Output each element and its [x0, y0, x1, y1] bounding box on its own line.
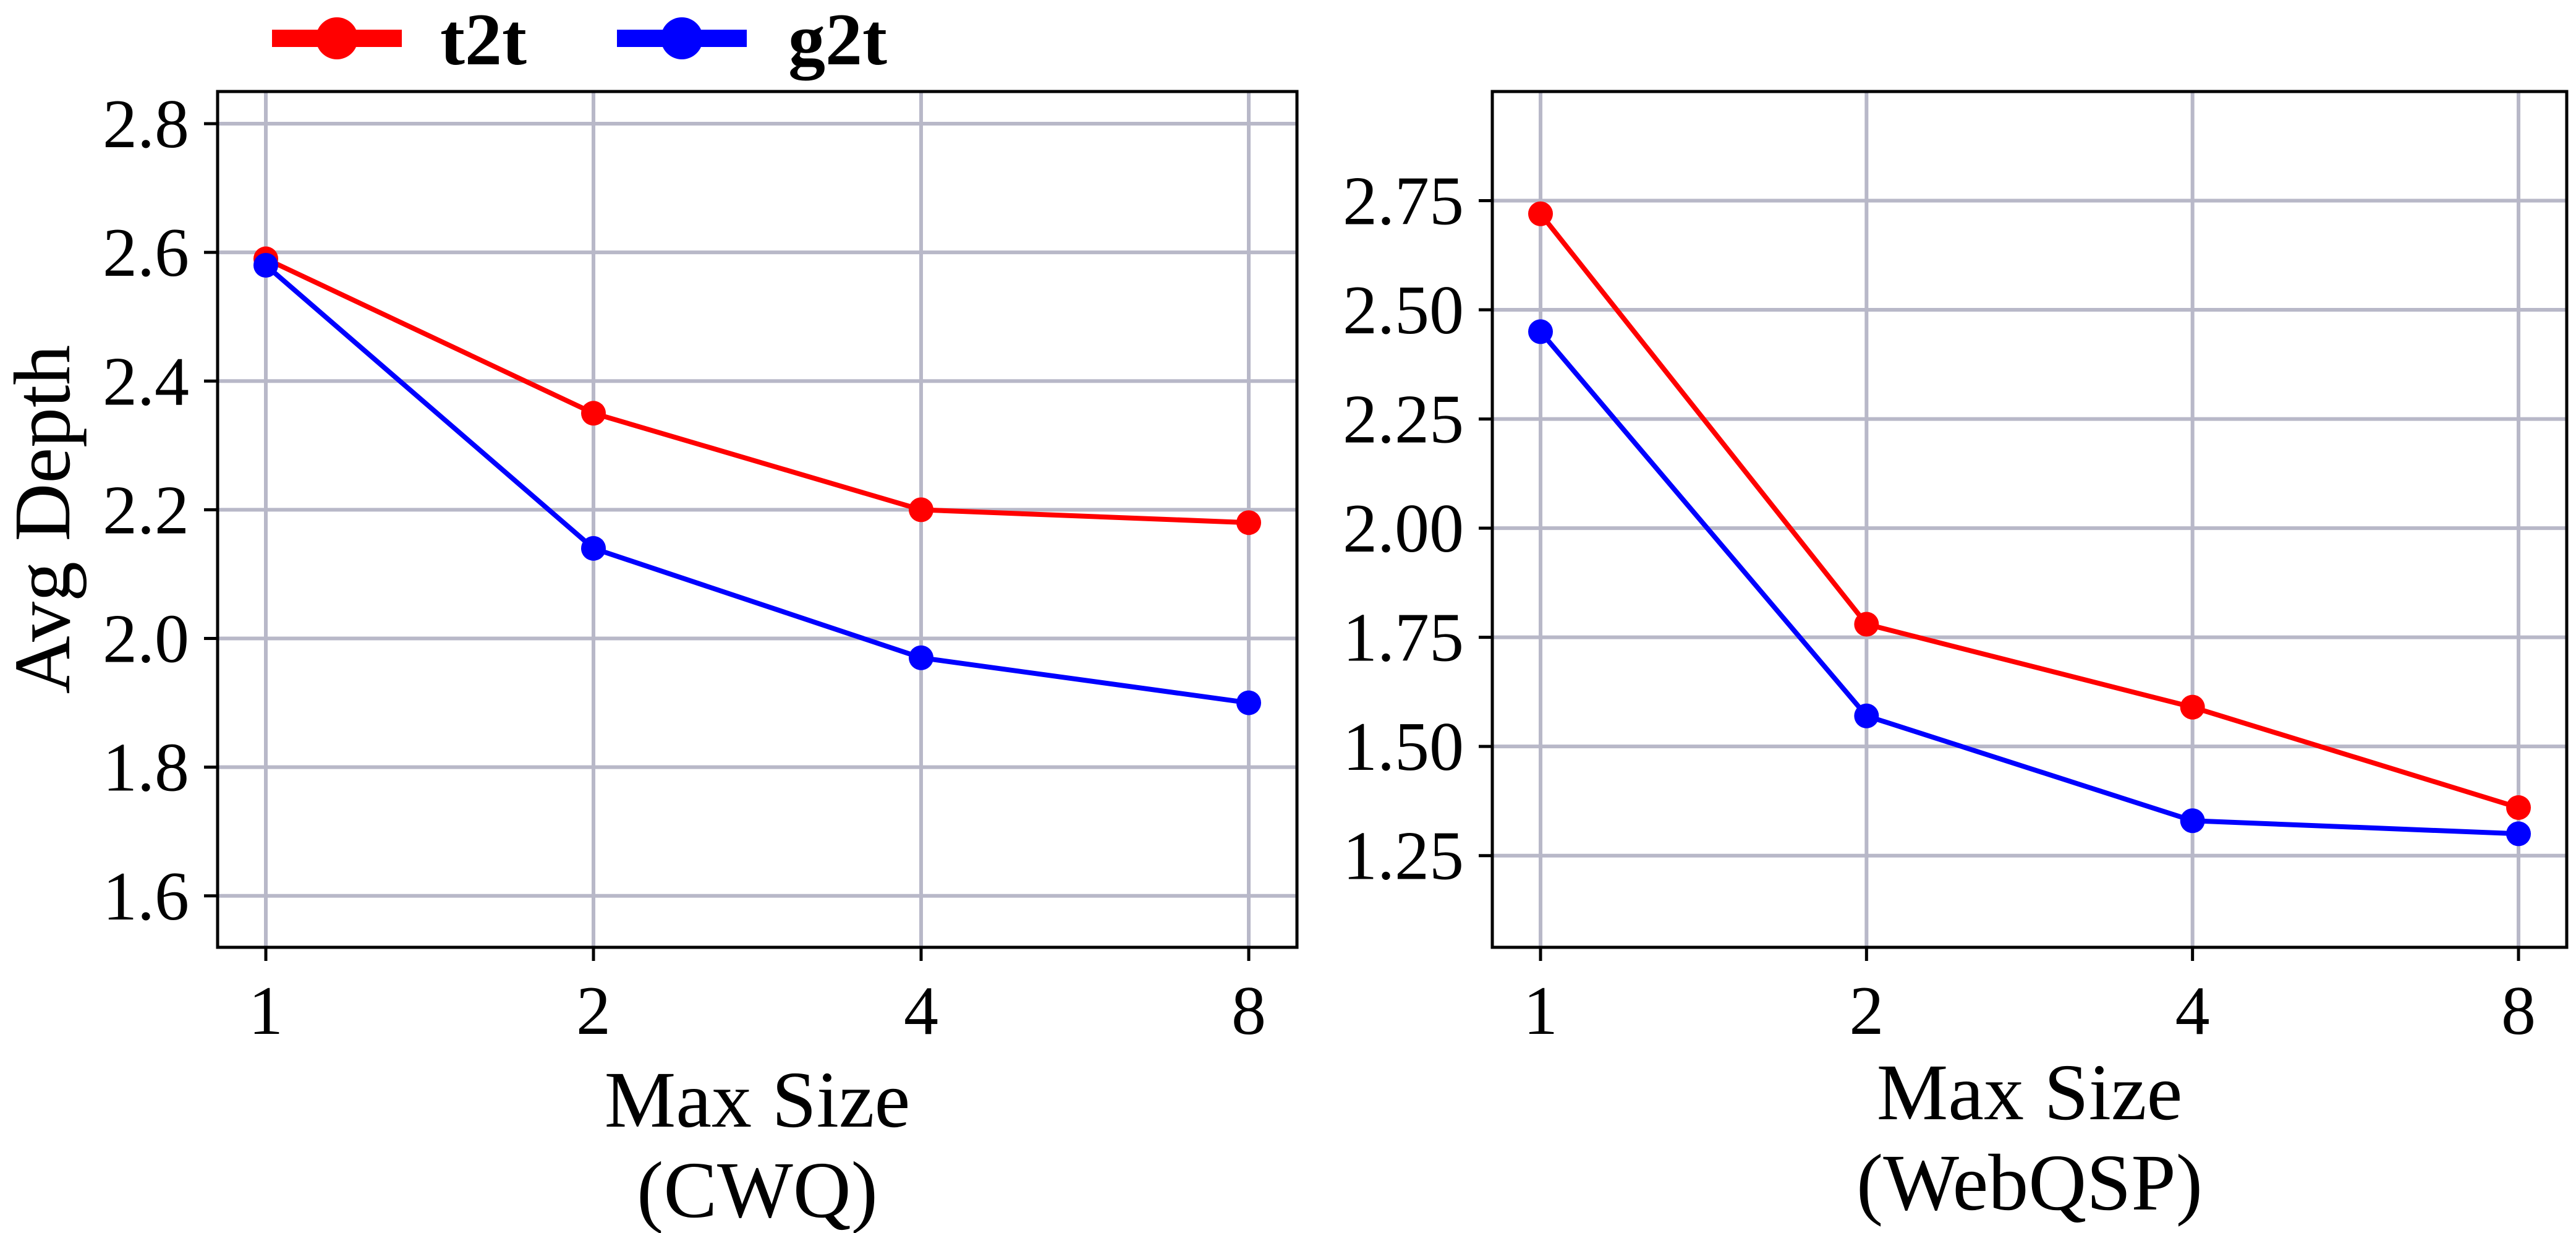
- ticks-webqsp: 1 2 4 8 1.25 1.50 1.75 2.00 2.25 2.50 2.75: [1343, 163, 2536, 1049]
- legend: t2t g2t: [272, 0, 887, 81]
- data-point-g2t: [2506, 821, 2531, 847]
- x-tick-label: 4: [2175, 973, 2210, 1049]
- data-point-t2t: [1236, 510, 1261, 535]
- x-tick-label: 8: [1231, 973, 1266, 1049]
- y-tick-label: 2.4: [103, 343, 189, 420]
- y-tick-label: 2.2: [103, 472, 189, 548]
- data-point-t2t: [1854, 612, 1879, 637]
- chart-panel-webqsp: 1 2 4 8 1.25 1.50 1.75 2.00 2.25 2.50 2.75 Max Siz…: [1343, 90, 2569, 1227]
- legend-item-t2t: t2t: [272, 0, 527, 80]
- data-point-t2t: [1528, 201, 1553, 226]
- plot-frame-webqsp: [1490, 90, 2569, 949]
- y-tick-label: 2.0: [103, 601, 189, 678]
- y-tick-label: 1.50: [1343, 709, 1464, 785]
- series-line-g2t: [264, 263, 1249, 706]
- y-tick-label: 2.50: [1343, 272, 1464, 349]
- x-axis-subtitle-webqsp: (WebQSP): [1856, 1138, 2203, 1227]
- data-point-t2t: [2506, 795, 2531, 821]
- x-tick-label: 2: [1849, 973, 1884, 1049]
- x-axis-title-webqsp: Max Size: [1877, 1048, 2183, 1137]
- data-point-g2t: [1854, 703, 1879, 728]
- y-tick-label: 2.00: [1343, 490, 1464, 567]
- y-tick-label: 1.25: [1343, 818, 1464, 895]
- ticks-cwq: 1 2 4 8 1.6 1.8 2.0 2.2 2.4 2.6 2.8: [103, 86, 1266, 1049]
- x-axis-subtitle-cwq: (CWQ): [637, 1146, 878, 1233]
- data-point-t2t: [2180, 694, 2205, 720]
- plot-frame-cwq: [216, 90, 1299, 949]
- data-point-g2t: [1236, 690, 1261, 715]
- chart-panel-cwq: 1 2 4 8 1.6 1.8 2.0 2.2 2.4 2.6 2.8 Max Size (CWQ)…: [0, 86, 1299, 1233]
- y-tick-label: 1.8: [103, 730, 189, 806]
- x-axis-title-cwq: Max Size: [605, 1056, 911, 1145]
- x-tick-label: 1: [1523, 973, 1558, 1049]
- data-point-g2t: [581, 535, 606, 561]
- data-point-g2t: [909, 645, 933, 670]
- legend-item-g2t: g2t: [617, 0, 887, 81]
- series-cwq: [253, 246, 1261, 715]
- series-line-t2t: [1538, 212, 2520, 810]
- series-line-t2t: [265, 256, 1249, 526]
- data-point-g2t: [1528, 319, 1553, 344]
- series-webqsp: [1528, 201, 2531, 847]
- legend-marker-t2t: [316, 17, 358, 59]
- series-line-g2t: [1538, 330, 2519, 837]
- legend-label-g2t: g2t: [788, 0, 887, 81]
- data-point-t2t: [581, 401, 606, 426]
- x-tick-label: 2: [576, 973, 611, 1049]
- data-point-g2t: [253, 252, 278, 278]
- x-tick-label: 4: [904, 973, 938, 1049]
- x-tick-label: 1: [249, 973, 283, 1049]
- y-axis-title-cwq: Avg Depth: [0, 345, 87, 694]
- y-tick-label: 2.75: [1343, 163, 1464, 240]
- y-tick-label: 2.8: [103, 86, 189, 163]
- y-tick-label: 2.6: [103, 215, 189, 291]
- legend-marker-g2t: [661, 17, 703, 59]
- data-point-g2t: [2180, 808, 2205, 834]
- x-tick-label: 8: [2501, 973, 2536, 1049]
- grid-webqsp: [1492, 92, 2567, 947]
- y-tick-label: 1.75: [1343, 600, 1464, 676]
- data-point-t2t: [909, 497, 933, 523]
- y-tick-label: 2.25: [1343, 382, 1464, 458]
- y-tick-label: 1.6: [103, 858, 189, 935]
- legend-label-t2t: t2t: [440, 0, 527, 80]
